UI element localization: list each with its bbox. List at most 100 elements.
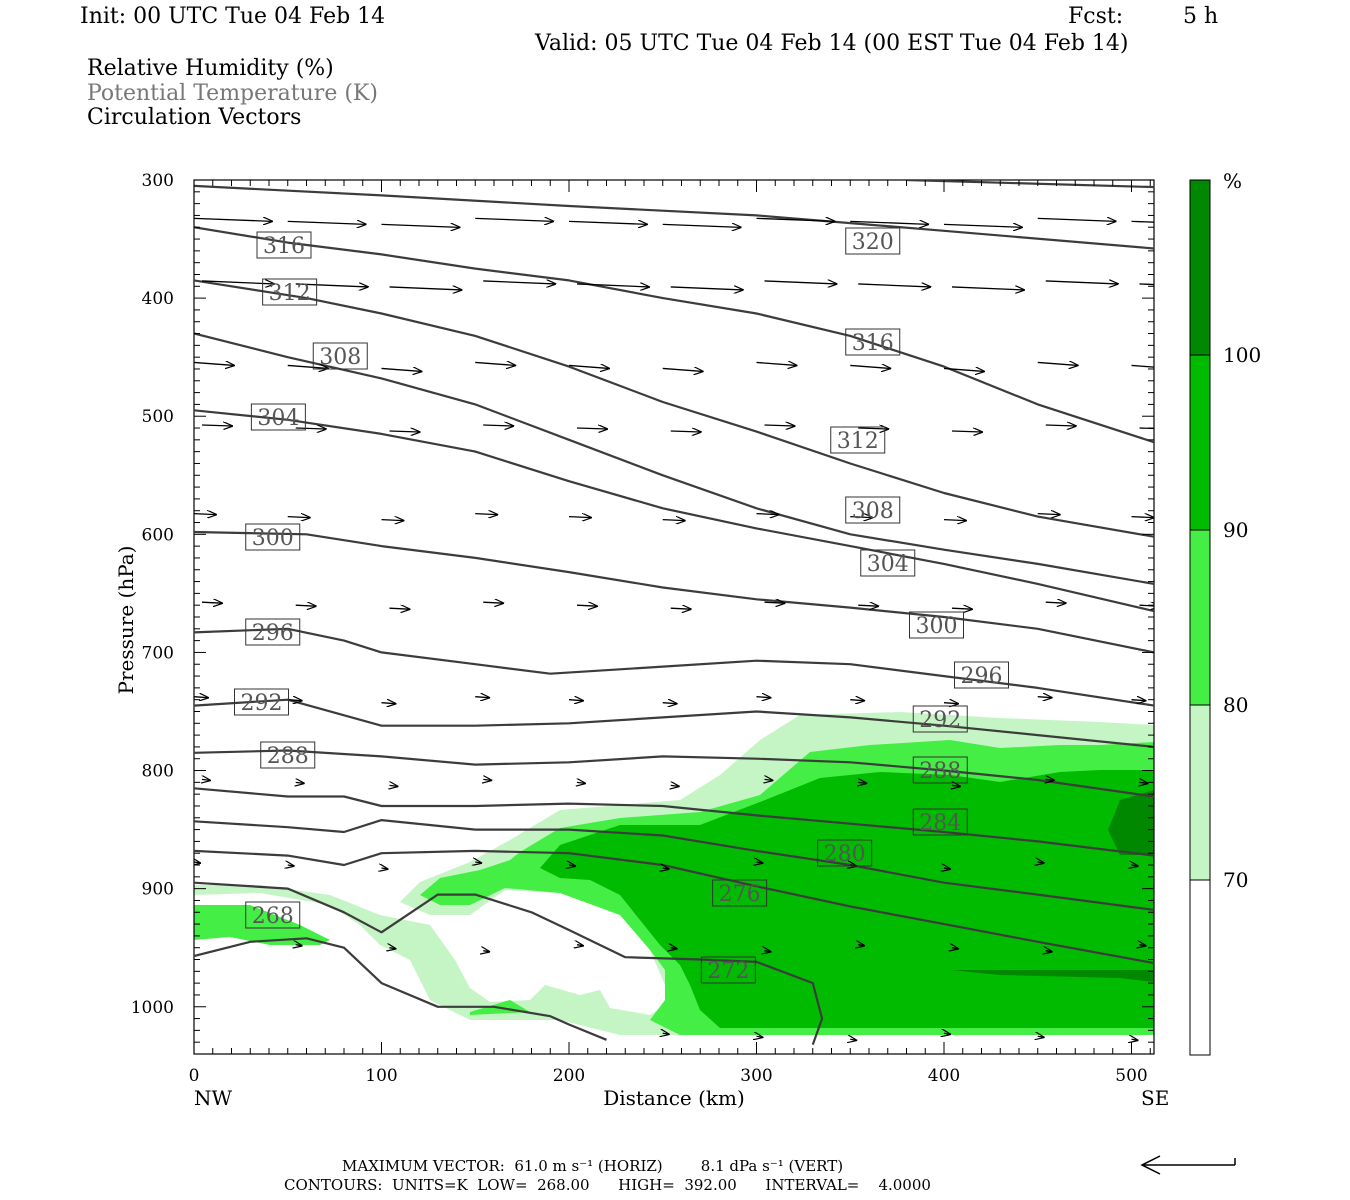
axis-ticks: 0 100 200 300 400 500 300 400 500 600 700 800 900 100… <box>131 171 1154 1086</box>
circulation-vector <box>389 431 420 432</box>
svg-text:288: 288 <box>919 759 961 784</box>
contour-label-316: 316 <box>256 231 312 259</box>
svg-text:304: 304 <box>867 552 909 577</box>
y-axis-label: Pressure (hPa) <box>114 546 138 695</box>
circulation-vector <box>1045 281 1118 284</box>
circulation-vector <box>201 281 274 284</box>
circulation-vector <box>670 287 743 290</box>
circulation-vector <box>382 868 388 869</box>
circulation-vector <box>1140 782 1148 783</box>
legend-potential-temperature: Potential Temperature (K) <box>87 81 378 106</box>
circulation-vector <box>295 428 326 429</box>
x-tick-label: 300 <box>740 1066 772 1086</box>
circulation-vector <box>858 945 864 946</box>
circulation-vector <box>943 224 1022 227</box>
circulation-vector <box>1131 700 1146 701</box>
svg-text:296: 296 <box>252 621 294 646</box>
contour-label-316: 316 <box>845 328 901 356</box>
circulation-vector <box>381 703 396 704</box>
svg-text:284: 284 <box>919 811 961 836</box>
x-tick-label: 100 <box>365 1066 397 1086</box>
circulation-vector <box>295 605 316 606</box>
circulation-vector <box>194 362 234 365</box>
circulation-vector <box>850 365 890 368</box>
contour-label-296: 296 <box>245 618 301 646</box>
circulation-vector <box>288 865 294 866</box>
circulation-vector <box>764 602 785 603</box>
y-tick-label: 800 <box>142 762 174 782</box>
circulation-vector <box>850 221 928 224</box>
svg-text:312: 312 <box>269 281 311 306</box>
circulation-vector <box>483 281 555 284</box>
contour-label-284: 284 <box>912 808 968 836</box>
contour-label-320: 320 <box>845 227 901 255</box>
circulation-vector <box>765 779 773 780</box>
circulation-vector <box>568 221 647 224</box>
colorbar-label-80: 80 <box>1223 693 1248 717</box>
svg-text:276: 276 <box>719 882 761 907</box>
svg-text:312: 312 <box>837 429 879 454</box>
x-tick-label: 0 <box>189 1066 200 1086</box>
svg-text:268: 268 <box>252 904 294 929</box>
svg-text:304: 304 <box>257 406 299 431</box>
colorbar: % 100 90 80 70 <box>1189 169 1261 1056</box>
svg-text:292: 292 <box>919 708 961 733</box>
circulation-vector <box>389 608 410 609</box>
circulation-vector <box>663 868 669 869</box>
x-tick-label: 500 <box>1115 1066 1147 1086</box>
circulation-vector <box>1131 364 1154 368</box>
theta-contours <box>194 180 1154 1045</box>
colorbar-label-70: 70 <box>1223 868 1248 892</box>
colorbar-label-100: 100 <box>1223 343 1261 367</box>
circulation-vector <box>1045 602 1066 603</box>
circulation-vector <box>1046 951 1052 952</box>
circulation-vector <box>576 428 607 429</box>
circulation-vector <box>1045 425 1076 426</box>
colorbar-below <box>1190 880 1210 1055</box>
circulation-vector <box>577 782 585 783</box>
circulation-vector <box>202 779 210 780</box>
theta-contour-304 <box>194 409 1154 613</box>
circulation-vector <box>381 368 422 371</box>
svg-text:300: 300 <box>252 526 294 551</box>
circulation-vector <box>850 700 864 701</box>
theta-contour-316 <box>194 226 1154 444</box>
theta-contour-276 <box>194 849 1154 965</box>
theta-contour-272 <box>194 881 824 1045</box>
svg-text:320: 320 <box>852 230 894 255</box>
contour-label-300: 300 <box>245 523 301 551</box>
circulation-vector <box>756 218 835 221</box>
circulation-vector <box>764 425 795 426</box>
svg-text:288: 288 <box>267 744 309 769</box>
circulation-vector <box>287 221 366 224</box>
circulation-vector <box>1131 517 1154 518</box>
circulation-vector <box>576 284 649 287</box>
legend-circulation-vectors: Circulation Vectors <box>87 105 302 130</box>
circulation-vector <box>390 948 396 949</box>
circulation-vector <box>662 703 677 704</box>
theta-contour-300 <box>194 530 1154 654</box>
circulation-vector <box>475 514 497 515</box>
circulation-vector <box>671 785 679 786</box>
circulation-vector <box>483 951 489 952</box>
circulation-vector <box>1046 779 1054 780</box>
contours-info: CONTOURS: UNITS=K LOW= 268.00 HIGH= 392.… <box>284 1176 931 1194</box>
svg-text:308: 308 <box>319 345 361 370</box>
contour-label-288: 288 <box>260 741 316 769</box>
svg-text:308: 308 <box>852 499 894 524</box>
circulation-vector <box>663 1033 669 1034</box>
init-label: Init: 00 UTC Tue 04 Feb 14 <box>80 4 386 29</box>
theta-contour-280 <box>194 819 1154 911</box>
circulation-vector <box>662 368 703 371</box>
circulation-vector <box>381 224 460 227</box>
colorbar-90 <box>1190 355 1210 530</box>
svg-text:296: 296 <box>961 664 1003 689</box>
circulation-vector <box>475 362 515 365</box>
circulation-vector <box>858 284 930 287</box>
circulation-vector <box>951 287 1024 290</box>
circulation-vector <box>671 948 677 949</box>
contour-label-288: 288 <box>912 756 968 784</box>
svg-text:316: 316 <box>263 234 305 259</box>
forecast-hour-value: 5 h <box>1183 4 1219 29</box>
